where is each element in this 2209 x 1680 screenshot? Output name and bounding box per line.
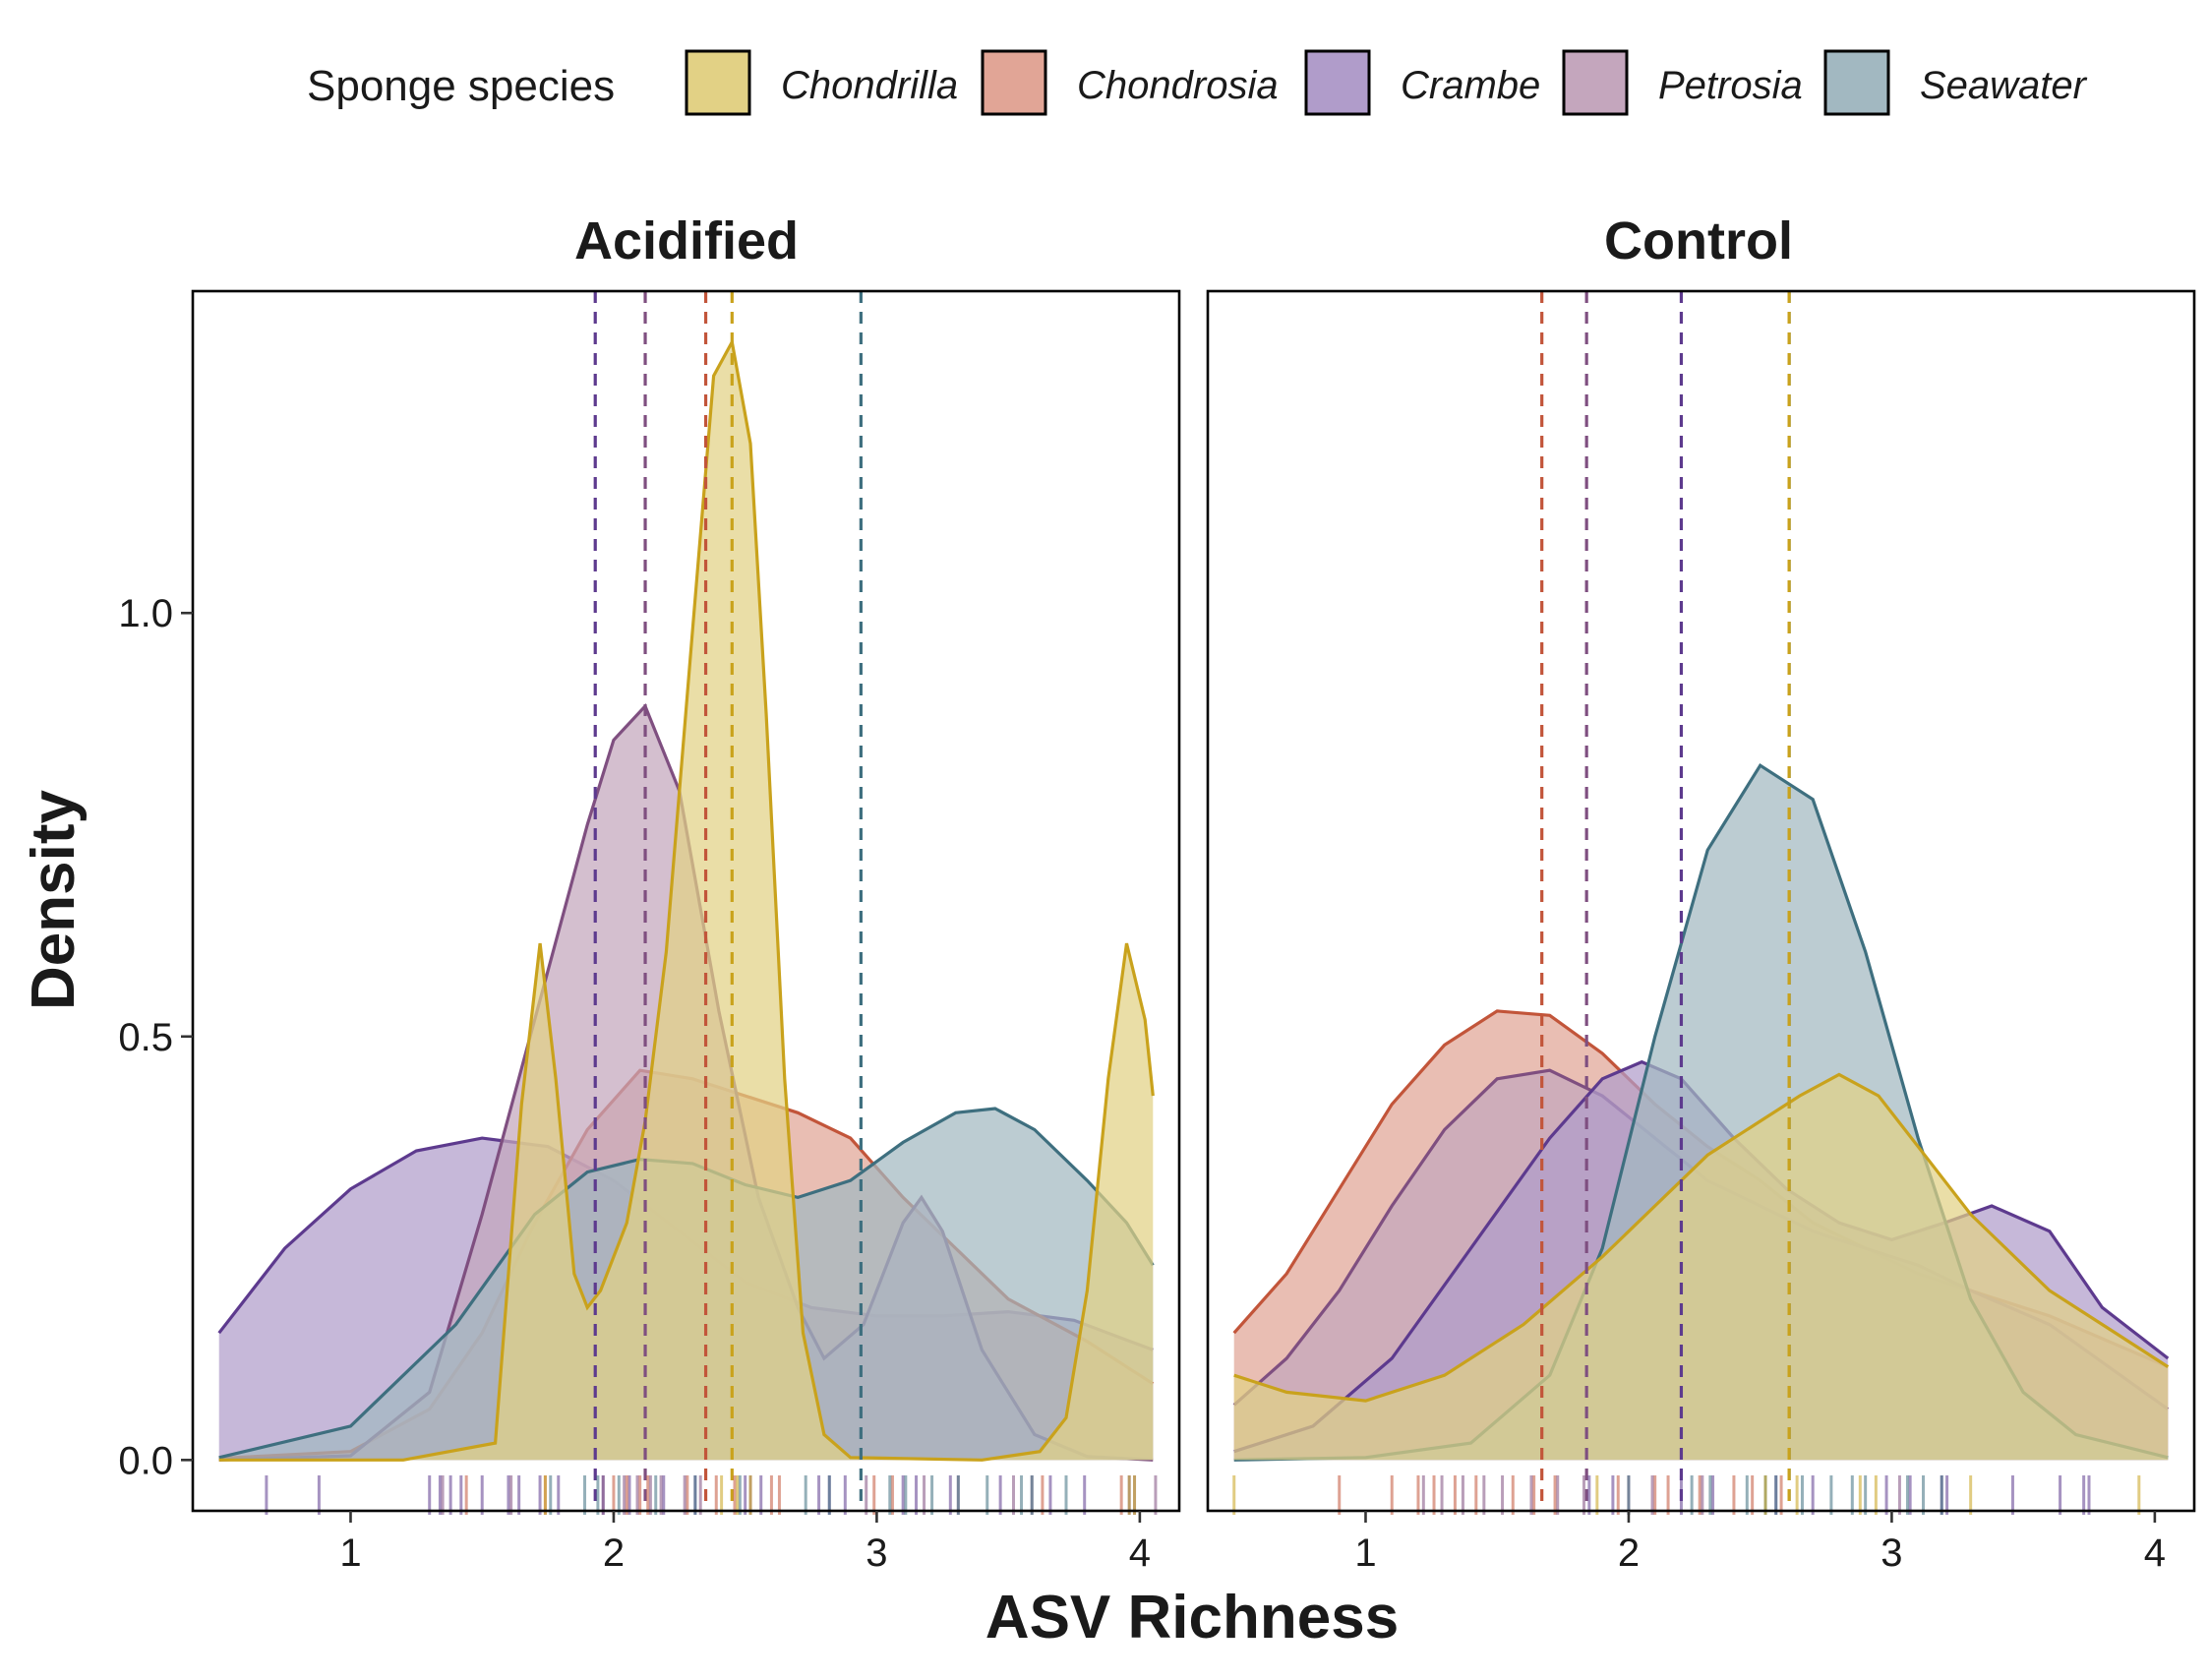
panel-control: 1 2 3 4 [1206, 289, 2196, 1575]
acidified-x-tick-label: 4 [1129, 1531, 1151, 1575]
legend-key-chondrosia [981, 49, 1047, 116]
control-x-tick-label: 2 [1618, 1531, 1640, 1575]
control-density-area-chondrilla [1233, 1074, 2169, 1461]
panel-title-acidified: Acidified [574, 211, 799, 270]
legend-key-seawater [1823, 49, 1890, 116]
control-panel-border [1206, 289, 2196, 1513]
y-tick-label: 0.0 [118, 1439, 173, 1482]
panel-title-control: Control [1604, 211, 1793, 270]
acidified-density-area-chondrilla [218, 341, 1154, 1461]
legend-key-chondrilla [685, 49, 751, 116]
x-axis-title: ASV Richness [985, 1584, 1399, 1651]
legend-key-petrosia [1562, 49, 1629, 116]
legend-label-seawater: Seawater [1920, 64, 2088, 107]
control-density-line-chondrilla [1233, 1072, 2170, 1403]
y-tick-label: 0.5 [118, 1016, 173, 1059]
panel-acidified: 1 2 3 4 [191, 289, 1181, 1575]
control-plot-area [1232, 762, 2170, 1462]
acidified-x-tick-label: 2 [603, 1531, 625, 1575]
y-tick-label: 1.0 [118, 592, 173, 635]
legend-items: Chondrilla Chondrosia Crambe Petrosia Seawat… [685, 49, 2088, 116]
control-x-tick-label: 4 [2144, 1531, 2166, 1575]
legend-title: Sponge species [307, 62, 615, 110]
acidified-x-tick-label: 1 [339, 1531, 361, 1575]
y-axis-title: Density [20, 790, 88, 1010]
legend-label-crambe: Crambe [1401, 64, 1540, 107]
acidified-panel-border [191, 289, 1181, 1513]
control-x-tick-label: 1 [1354, 1531, 1376, 1575]
control-x-tick-label: 3 [1881, 1531, 1902, 1575]
y-axis: 0.0 0.5 1.0 [118, 592, 193, 1482]
legend-label-chondrosia: Chondrosia [1077, 64, 1279, 107]
legend: Sponge species Chondrilla Chondrosia Cramb… [307, 49, 2088, 116]
legend-label-chondrilla: Chondrilla [781, 64, 958, 107]
legend-key-crambe [1304, 49, 1371, 116]
acidified-x-tick-label: 3 [866, 1531, 887, 1575]
legend-label-petrosia: Petrosia [1658, 64, 1803, 107]
acidified-plot-area [217, 336, 1155, 1462]
acidified-density-line-seawater [218, 1107, 1155, 1460]
